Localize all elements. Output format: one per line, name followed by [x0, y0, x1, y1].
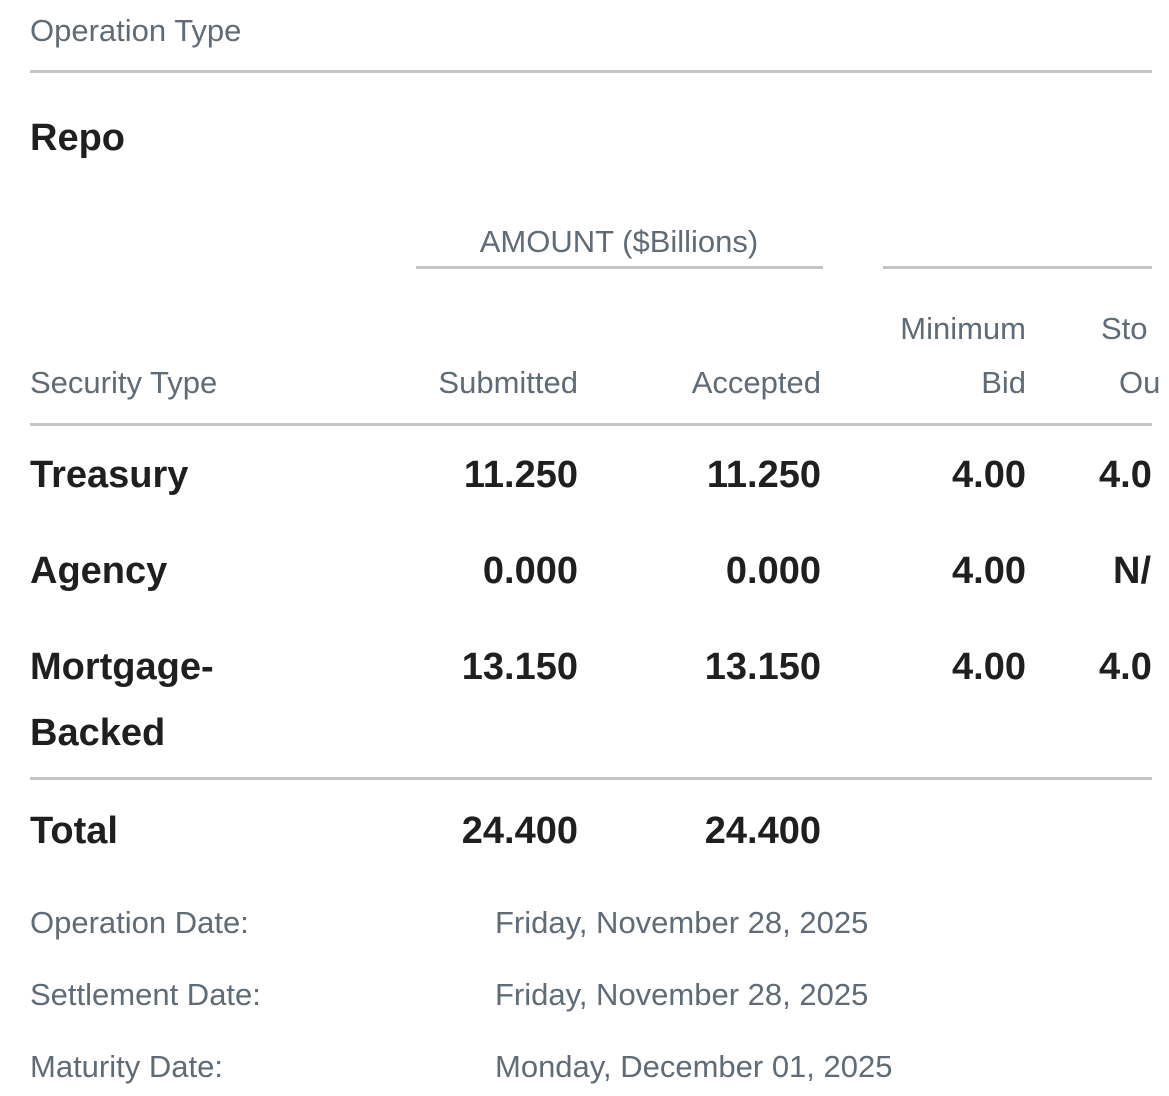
cell: 4.0	[1099, 454, 1152, 496]
cell: 0.000	[725, 550, 821, 592]
row-label: Mortgage-Backed	[30, 646, 214, 754]
cell: 4.0	[1099, 646, 1152, 688]
column-header: Submitted	[438, 365, 578, 400]
row-label: Agency	[30, 550, 168, 592]
group-header: AMOUNT ($Billions)	[479, 224, 759, 259]
operation-type: Repo	[30, 117, 125, 159]
cell: 13.150	[461, 646, 578, 688]
group-underline	[883, 266, 1152, 269]
cell: N/	[1113, 550, 1151, 592]
detail-value: Friday, November 28, 2025	[495, 977, 869, 1012]
cell: 13.150	[704, 646, 821, 688]
detail-value: Friday, November 28, 2025	[495, 905, 869, 940]
divider	[30, 777, 1152, 780]
column-header: Security Type	[30, 365, 218, 400]
cell: 4.00	[952, 454, 1026, 496]
total-cell: 24.400	[704, 810, 821, 852]
cell: 0.000	[482, 550, 578, 592]
divider	[30, 423, 1152, 426]
column-header: Accepted	[691, 365, 821, 400]
total-label: Total	[30, 810, 118, 852]
cell: 11.250	[463, 454, 578, 496]
group-underline	[416, 266, 823, 269]
cell: 4.00	[952, 550, 1026, 592]
row-label: Treasury	[30, 454, 189, 496]
column-header: Minimum Bid	[900, 311, 1026, 400]
column-header: Sto	[1101, 311, 1148, 346]
divider	[30, 70, 1152, 73]
total-cell: 24.400	[461, 810, 578, 852]
detail-value: Monday, December 01, 2025	[495, 1049, 893, 1084]
cell: 11.250	[706, 454, 821, 496]
detail-label: Operation Date:	[30, 905, 249, 940]
detail-label: Maturity Date:	[30, 1049, 223, 1084]
detail-label: Settlement Date:	[30, 977, 261, 1012]
cell: 4.00	[952, 646, 1026, 688]
section-title: Operation Type	[30, 13, 242, 48]
column-header: Ou	[1119, 365, 1161, 400]
